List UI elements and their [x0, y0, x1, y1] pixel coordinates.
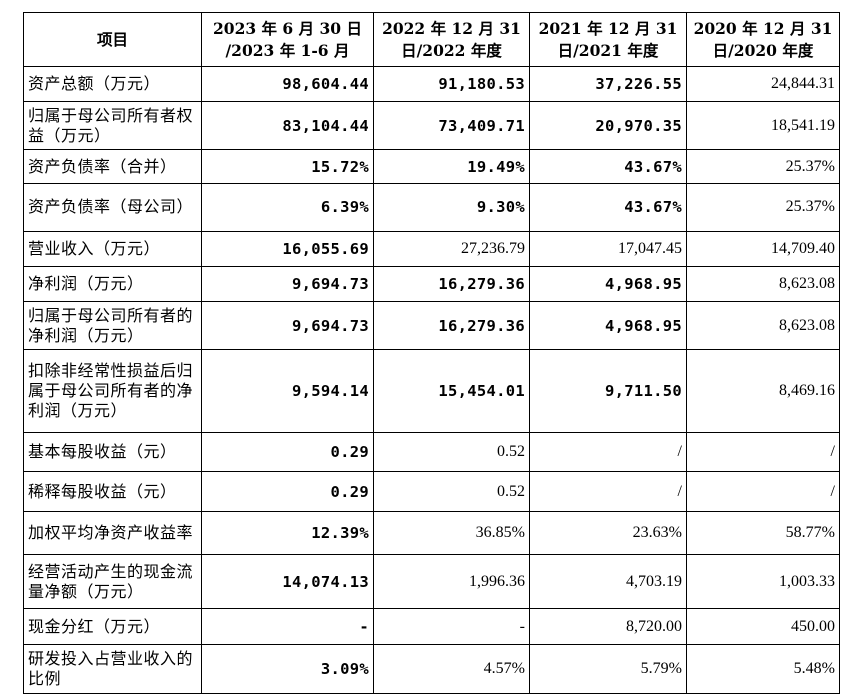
row-label: 加权平均净资产收益率 — [23, 511, 202, 555]
value-cell: 25.37% — [686, 182, 840, 232]
value-cell: - — [373, 608, 530, 645]
value-cell: 37,226.55 — [529, 65, 687, 103]
row-label: 资产总额（万元） — [23, 65, 202, 103]
value-cell: 3.09% — [201, 643, 374, 695]
row-label: 归属于母公司所有者的净利润（万元） — [23, 301, 202, 351]
value-cell: 43.67% — [529, 149, 687, 184]
value-cell: 36.85% — [373, 511, 530, 555]
value-cell: 19.49% — [373, 149, 530, 184]
value-cell: 27,236.79 — [373, 230, 530, 268]
row-label: 研发投入占营业收入的比例 — [23, 643, 202, 695]
table-row: 稀释每股收益（元） 0.29 0.52// — [23, 471, 840, 512]
value-cell: 23.63% — [529, 511, 687, 555]
row-label: 经营活动产生的现金流量净额（万元） — [23, 553, 202, 610]
value-cell: 8,623.08 — [686, 301, 840, 351]
value-cell: 1,996.36 — [373, 553, 530, 610]
value-cell: 20,970.35 — [529, 101, 687, 151]
table-row: 归属于母公司所有者权益（万元） 83,104.44 73,409.71 20,970.… — [23, 101, 840, 151]
value-cell: 9.30% — [373, 182, 530, 232]
value-cell: 16,279.36 — [373, 266, 530, 303]
value-cell: 98,604.44 — [201, 65, 374, 103]
value-cell: 8,720.00 — [529, 608, 687, 645]
table-row: 资产负债率（母公司） 6.39% 9.30% 43.67% 25.37% — [23, 182, 840, 232]
table-row: 扣除非经常性损益后归属于母公司所有者的净利润（万元） 9,594.14 15,454… — [23, 349, 840, 433]
value-cell: - — [201, 608, 374, 645]
value-cell: 8,623.08 — [686, 266, 840, 303]
value-cell: 73,409.71 — [373, 101, 530, 151]
header-2022: 2022 年 12 月 31 日/2022 年度 — [373, 12, 530, 67]
row-label: 资产负债率（母公司） — [23, 182, 202, 232]
value-cell: 9,694.73 — [201, 301, 374, 351]
value-cell: 24,844.31 — [686, 65, 840, 103]
value-cell: 0.29 — [201, 471, 374, 512]
table-row: 经营活动产生的现金流量净额（万元） 14,074.13 1,996.36 4,703.… — [23, 553, 840, 610]
row-label: 资产负债率（合并） — [23, 149, 202, 184]
value-cell: 15,454.01 — [373, 349, 530, 433]
value-cell: 25.37% — [686, 149, 840, 184]
value-cell: 91,180.53 — [373, 65, 530, 103]
value-cell: 58.77% — [686, 511, 840, 555]
header-2023-h1: 2023 年 6 月 30 日 /2023 年 1-6 月 — [201, 12, 374, 67]
value-cell: 5.48% — [686, 643, 840, 695]
value-cell: 450.00 — [686, 608, 840, 645]
value-cell: 43.67% — [529, 182, 687, 232]
value-cell: 9,711.50 — [529, 349, 687, 433]
value-cell: 1,003.33 — [686, 553, 840, 610]
header-2021: 2021 年 12 月 31 日/2021 年度 — [529, 12, 687, 67]
value-cell: 83,104.44 — [201, 101, 374, 151]
value-cell: / — [686, 431, 840, 473]
value-cell: 15.72% — [201, 149, 374, 184]
header-2020: 2020 年 12 月 31 日/2020 年度 — [686, 12, 840, 67]
value-cell: 6.39% — [201, 182, 374, 232]
row-label: 净利润（万元） — [23, 266, 202, 303]
table-row: 归属于母公司所有者的净利润（万元） 9,694.73 16,279.36 4,968.… — [23, 301, 840, 351]
value-cell: / — [529, 431, 687, 473]
value-cell: 0.29 — [201, 431, 374, 473]
table-row: 研发投入占营业收入的比例 3.09% 4.57% 5.79% 5.48% — [23, 643, 840, 695]
value-cell: 8,469.16 — [686, 349, 840, 433]
value-cell: 14,074.13 — [201, 553, 374, 610]
financial-data-table: 项目 2023 年 6 月 30 日 /2023 年 1-6 月 2022 年 … — [23, 12, 840, 695]
table-row: 现金分红（万元） - -8,720.00 450.00 — [23, 608, 840, 645]
value-cell: 4,703.19 — [529, 553, 687, 610]
table-row: 基本每股收益（元） 0.29 0.52// — [23, 431, 840, 473]
table-row: 净利润（万元） 9,694.73 16,279.36 4,968.95 8,623.08 — [23, 266, 840, 303]
header-row: 项目 2023 年 6 月 30 日 /2023 年 1-6 月 2022 年 … — [23, 12, 840, 67]
row-label: 扣除非经常性损益后归属于母公司所有者的净利润（万元） — [23, 349, 202, 433]
value-cell: 0.52 — [373, 431, 530, 473]
value-cell: 16,055.69 — [201, 230, 374, 268]
value-cell: 4.57% — [373, 643, 530, 695]
value-cell: 4,968.95 — [529, 301, 687, 351]
value-cell: 14,709.40 — [686, 230, 840, 268]
row-label: 基本每股收益（元） — [23, 431, 202, 473]
table-row: 资产负债率（合并） 15.72% 19.49% 43.67% 25.37% — [23, 149, 840, 184]
value-cell: 0.52 — [373, 471, 530, 512]
value-cell: 9,594.14 — [201, 349, 374, 433]
row-label: 归属于母公司所有者权益（万元） — [23, 101, 202, 151]
value-cell: / — [686, 471, 840, 512]
table-row: 资产总额（万元） 98,604.44 91,180.53 37,226.55 24,84… — [23, 65, 840, 103]
value-cell: 5.79% — [529, 643, 687, 695]
table-row: 营业收入（万元） 16,055.69 27,236.79 17,047.45 14,70… — [23, 230, 840, 268]
value-cell: 16,279.36 — [373, 301, 530, 351]
value-cell: 9,694.73 — [201, 266, 374, 303]
value-cell: 18,541.19 — [686, 101, 840, 151]
value-cell: 12.39% — [201, 511, 374, 555]
table-row: 加权平均净资产收益率 12.39% 36.85% 23.63% 58.77% — [23, 511, 840, 555]
row-label: 现金分红（万元） — [23, 608, 202, 645]
header-item: 项目 — [23, 12, 202, 67]
value-cell: / — [529, 471, 687, 512]
value-cell: 17,047.45 — [529, 230, 687, 268]
value-cell: 4,968.95 — [529, 266, 687, 303]
row-label: 营业收入（万元） — [23, 230, 202, 268]
row-label: 稀释每股收益（元） — [23, 471, 202, 512]
